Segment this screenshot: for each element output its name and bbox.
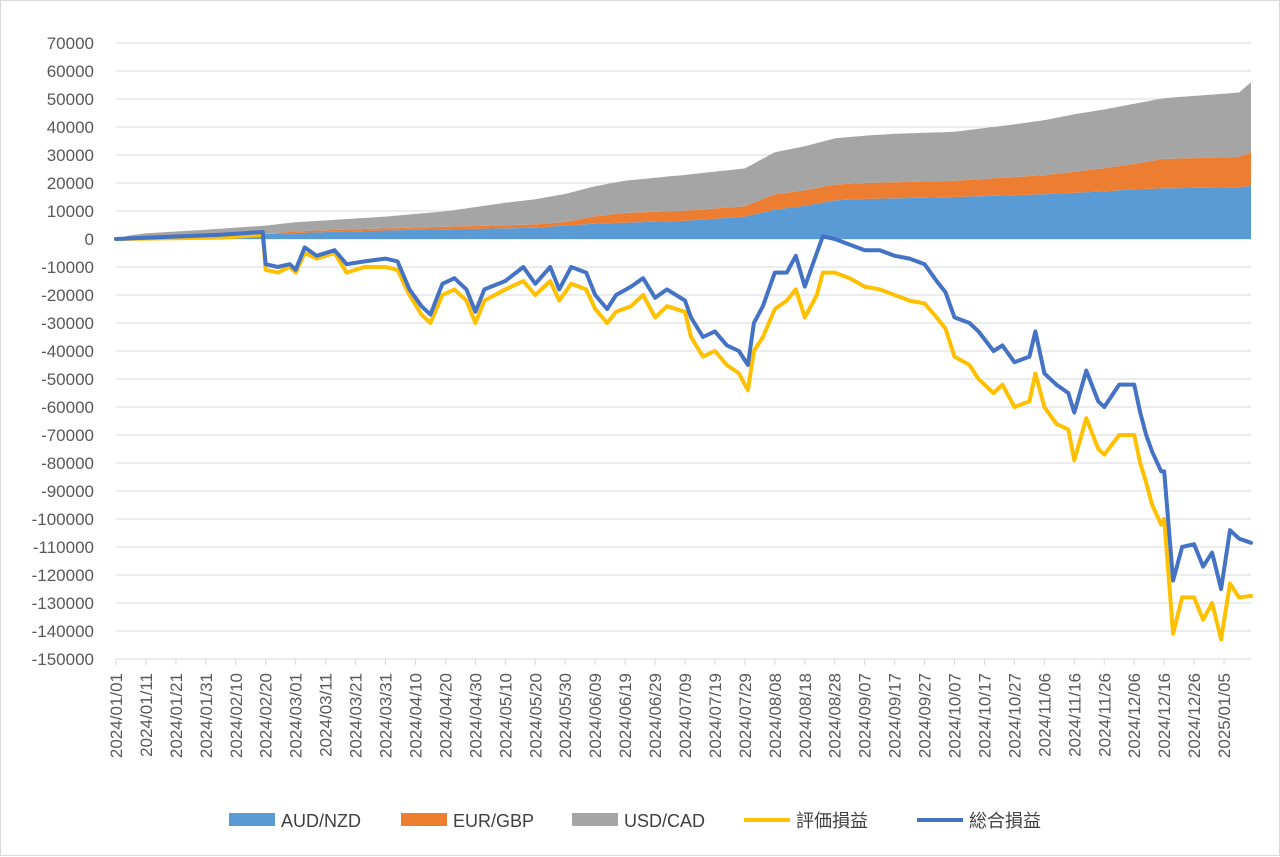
x-tick-label: 2024/08/18 <box>796 673 815 758</box>
x-tick-label: 2024/03/21 <box>347 673 366 758</box>
x-tick-label: 2024/12/16 <box>1155 673 1174 758</box>
legend-swatch <box>401 813 447 826</box>
y-tick-label: -20000 <box>41 286 94 305</box>
y-tick-label: -150000 <box>32 650 94 669</box>
x-tick-label: 2024/01/31 <box>197 673 216 758</box>
x-tick-label: 2024/04/10 <box>406 673 425 758</box>
x-tick-label: 2024/08/08 <box>766 673 785 758</box>
y-tick-label: 20000 <box>47 174 94 193</box>
x-tick-label: 2024/02/10 <box>227 673 246 758</box>
x-tick-label: 2024/05/10 <box>496 673 515 758</box>
legend-label: 評価損益 <box>796 811 868 831</box>
y-tick-label: -10000 <box>41 258 94 277</box>
y-tick-label: -40000 <box>41 342 94 361</box>
x-tick-label: 2024/07/09 <box>676 673 695 758</box>
y-tick-label: -100000 <box>32 510 94 529</box>
y-tick-label: -120000 <box>32 566 94 585</box>
y-tick-label: 70000 <box>47 34 94 53</box>
x-tick-label: 2024/05/20 <box>526 673 545 758</box>
x-tick-label: 2024/06/19 <box>616 673 635 758</box>
x-tick-label: 2025/01/05 <box>1215 673 1234 758</box>
gridlines <box>116 42 1251 660</box>
y-tick-label: 40000 <box>47 118 94 137</box>
area-series-aud-nzd <box>116 185 1251 239</box>
y-tick-label: -130000 <box>32 594 94 613</box>
area-series-usd-cad <box>116 82 1251 239</box>
y-axis: 70000 60000 50000 40000 30000 20000 10000 0 -100… <box>32 34 94 669</box>
x-tick-label: 2024/09/07 <box>856 673 875 758</box>
legend-label: 総合損益 <box>969 811 1041 831</box>
x-tick-label: 2024/06/09 <box>586 673 605 758</box>
x-tick-label: 2024/12/06 <box>1125 673 1144 758</box>
y-tick-label: -70000 <box>41 426 94 445</box>
x-tick-label: 2024/10/27 <box>1005 673 1024 758</box>
x-tick-label: 2024/11/26 <box>1095 673 1114 757</box>
x-tick-label: 2024/03/31 <box>377 673 396 758</box>
x-tick-label: 2024/07/19 <box>706 673 725 758</box>
x-tick-label: 2024/02/20 <box>257 673 276 758</box>
x-axis: 2024/01/01 2024/01/11 2024/01/21 2024/01/31… <box>107 659 1234 758</box>
x-tick-label: 2024/01/21 <box>167 673 186 758</box>
x-tick-label: 2024/03/01 <box>287 673 306 758</box>
x-tick-label: 2024/11/06 <box>1035 673 1054 757</box>
x-tick-label: 2024/10/07 <box>946 673 965 758</box>
line-series-valuation-pnl <box>114 232 1253 642</box>
y-tick-label: 0 <box>85 230 94 249</box>
x-tick-label: 2024/11/16 <box>1065 673 1084 757</box>
x-tick-label: 2024/01/11 <box>137 673 156 757</box>
y-tick-label: -50000 <box>41 370 94 389</box>
x-tick-label: 2024/06/29 <box>646 673 665 758</box>
x-tick-label: 2024/01/01 <box>107 673 126 758</box>
y-tick-label: 30000 <box>47 146 94 165</box>
x-tick-label: 2024/09/17 <box>886 673 905 758</box>
legend-label: USD/CAD <box>624 811 705 831</box>
y-tick-label: 50000 <box>47 90 94 109</box>
line-series-total-pnl <box>114 230 1253 591</box>
legend-label: EUR/GBP <box>453 811 534 831</box>
x-tick-label: 2024/07/29 <box>736 673 755 758</box>
x-tick-label: 2024/03/11 <box>317 673 336 757</box>
y-tick-label: -60000 <box>41 398 94 417</box>
stacked-areas <box>116 82 1251 239</box>
y-tick-label: -140000 <box>32 622 94 641</box>
x-tick-label: 2024/10/17 <box>975 673 994 758</box>
x-tick-label: 2024/04/20 <box>436 673 455 758</box>
x-tick-label: 2024/12/26 <box>1185 673 1204 758</box>
x-tick-label: 2024/04/30 <box>466 673 485 758</box>
y-tick-label: 10000 <box>47 202 94 221</box>
y-tick-label: -90000 <box>41 482 94 501</box>
x-tick-label: 2024/05/30 <box>556 673 575 758</box>
legend-swatch <box>572 813 618 826</box>
legend-swatch <box>229 813 275 826</box>
legend-label: AUD/NZD <box>281 811 361 831</box>
y-tick-label: -30000 <box>41 314 94 333</box>
y-tick-label: -110000 <box>33 538 94 557</box>
line-series <box>114 230 1253 642</box>
x-tick-label: 2024/09/27 <box>916 673 935 758</box>
legend: AUD/NZD EUR/GBP USD/CAD 評価損益 総合損益 <box>229 811 1041 831</box>
x-tick-label: 2024/08/28 <box>826 673 845 758</box>
y-tick-label: 60000 <box>47 62 94 81</box>
y-tick-label: -80000 <box>41 454 94 473</box>
